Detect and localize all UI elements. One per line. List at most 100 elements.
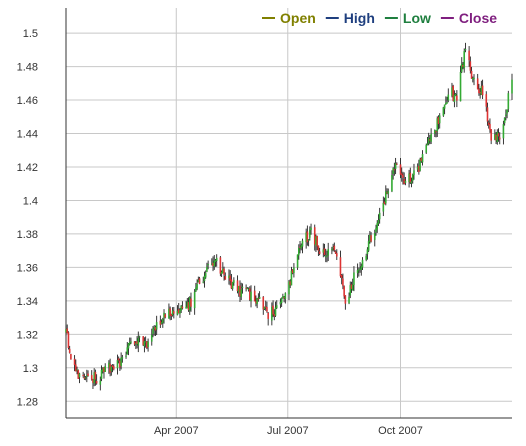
- candle-body: [101, 368, 104, 372]
- candle-body: [400, 173, 403, 176]
- candle-body: [159, 320, 162, 325]
- x-tick-label: Apr 2007: [154, 425, 199, 437]
- candle-body: [236, 280, 239, 292]
- candle-body: [112, 366, 115, 370]
- candle-body: [256, 298, 258, 305]
- candle-body: [411, 174, 414, 181]
- y-tick-label: 1.5: [23, 28, 38, 40]
- candle-body: [212, 262, 214, 267]
- candle-body: [334, 251, 337, 254]
- candle-body: [204, 272, 207, 278]
- candle-body: [434, 130, 436, 134]
- candle-body: [370, 235, 372, 242]
- candle-body: [421, 154, 424, 163]
- candle-body: [393, 169, 396, 171]
- y-tick-label: 1.3: [23, 363, 38, 375]
- candle-body: [306, 231, 309, 243]
- candle-body: [127, 343, 130, 349]
- candle-body: [425, 145, 428, 153]
- candle-body: [138, 336, 141, 338]
- y-tick-label: 1.28: [17, 396, 38, 408]
- candle-body: [154, 327, 157, 331]
- candle-body: [435, 131, 437, 133]
- candle-body: [153, 327, 156, 330]
- candle-body: [387, 191, 390, 194]
- candle-body: [100, 369, 103, 379]
- candle-body: [273, 314, 276, 317]
- candle-body: [300, 245, 303, 249]
- candle-body: [353, 272, 355, 286]
- candle-body: [250, 291, 252, 302]
- candle-body: [473, 77, 475, 80]
- grid: [66, 8, 512, 418]
- candle-body: [359, 268, 361, 270]
- x-tick-label: Jul 2007: [267, 425, 309, 437]
- candle-body: [468, 50, 470, 61]
- candle-body: [237, 286, 240, 293]
- candle-body: [211, 263, 213, 265]
- candle-body: [169, 308, 171, 316]
- candle-body: [279, 301, 282, 305]
- candle-body: [339, 257, 342, 277]
- candle-body: [176, 310, 179, 315]
- candle-body: [392, 168, 394, 174]
- x-tick-labels: Apr 2007 Jul 2007 Oct 2007: [154, 425, 423, 437]
- candle-body: [116, 359, 119, 369]
- candle-body: [263, 306, 266, 310]
- candle-body: [502, 124, 505, 139]
- candle-body: [427, 137, 430, 144]
- candle-body: [318, 251, 321, 254]
- candle-body: [375, 228, 377, 233]
- legend-label: Close: [459, 10, 497, 26]
- legend-label: Open: [280, 10, 316, 26]
- candle-body: [66, 328, 69, 334]
- candle-body: [460, 63, 463, 72]
- candle-body: [255, 301, 257, 304]
- candle-body: [378, 212, 381, 220]
- candle-body: [78, 373, 81, 378]
- candle-body: [384, 191, 387, 204]
- candle-body: [296, 254, 299, 268]
- candle-body: [366, 249, 369, 255]
- candle-body: [120, 357, 122, 367]
- y-tick-label: 1.44: [17, 129, 38, 141]
- candle-body: [324, 255, 327, 257]
- candle-body: [313, 227, 316, 245]
- candle-body: [215, 257, 218, 261]
- candle-body: [219, 257, 222, 274]
- candle-body: [462, 64, 464, 67]
- y-tick-label: 1.38: [17, 229, 38, 241]
- candle-body: [143, 341, 146, 347]
- candle-body: [147, 341, 149, 348]
- y-tick-label: 1.48: [17, 62, 38, 74]
- candle-body: [136, 341, 138, 344]
- candle-body: [179, 309, 181, 314]
- candle-body: [180, 305, 182, 311]
- candle-body: [505, 114, 507, 117]
- candle-body: [420, 157, 423, 162]
- candle-body: [245, 287, 247, 289]
- candle-body: [445, 102, 447, 105]
- candle-body: [125, 355, 127, 357]
- candle-body: [291, 269, 294, 274]
- candle-body: [416, 166, 419, 170]
- candle-body: [266, 307, 268, 312]
- y-tick-label: 1.46: [17, 95, 38, 107]
- candle-body: [213, 260, 216, 267]
- candle-body: [503, 117, 506, 124]
- candle-body: [282, 295, 284, 299]
- candle-body: [185, 306, 187, 309]
- candle-body: [284, 293, 287, 300]
- candle-body: [133, 341, 136, 345]
- candle-body: [258, 296, 261, 299]
- candle-body: [426, 143, 429, 146]
- candle-body: [479, 91, 481, 94]
- candle-body: [68, 348, 71, 353]
- candle-body: [137, 338, 140, 346]
- candle-body: [65, 329, 67, 333]
- y-tick-label: 1.4: [23, 195, 38, 207]
- candle-body: [288, 281, 290, 295]
- candle-body: [93, 372, 95, 384]
- y-tick-label: 1.42: [17, 162, 38, 174]
- candle-body: [198, 278, 201, 284]
